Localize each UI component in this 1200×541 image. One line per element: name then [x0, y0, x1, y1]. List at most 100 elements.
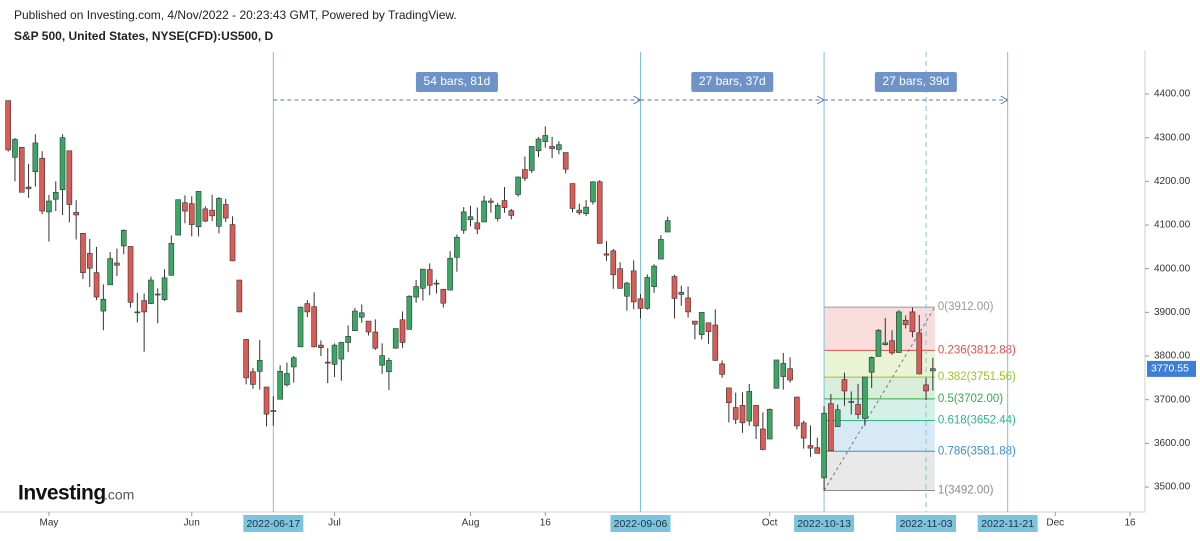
candle-body	[46, 200, 52, 213]
x-tick-label: May	[40, 518, 59, 529]
candle-body	[379, 355, 385, 366]
candle-body	[93, 272, 100, 298]
candle-body	[535, 138, 542, 152]
x-tick-label: Oct	[762, 518, 778, 529]
candle-body	[576, 209, 583, 214]
candle-body	[297, 306, 304, 348]
candle-body	[284, 373, 290, 386]
candle-body	[651, 265, 657, 287]
candle-body	[746, 391, 753, 422]
candle-body	[120, 229, 127, 247]
last-price-label: 3770.55	[1151, 363, 1189, 375]
candle-body	[66, 150, 73, 205]
candle-body	[331, 344, 338, 365]
candle-body	[5, 100, 11, 151]
y-tick-label: 4400.00	[1154, 89, 1191, 100]
candle-body	[658, 239, 664, 260]
candle-body	[188, 203, 195, 225]
candle-body	[828, 403, 834, 452]
candle-body	[304, 303, 311, 313]
candle-body	[426, 269, 433, 286]
range-label: 54 bars, 81d	[424, 74, 491, 88]
candle-body	[528, 146, 535, 171]
candle-body	[909, 311, 916, 332]
candle-body	[814, 447, 821, 454]
candle-body	[345, 336, 351, 343]
candle-body	[562, 152, 569, 170]
candle-body	[698, 312, 705, 335]
candle-body	[222, 204, 229, 219]
candle-body	[454, 236, 460, 258]
candle-body	[107, 258, 113, 286]
x-tick-label: Aug	[462, 518, 480, 529]
candle-body	[923, 384, 929, 392]
candle-body	[447, 257, 453, 291]
candle-body	[685, 297, 691, 313]
date-marker-label: 2022-09-06	[614, 518, 668, 530]
candle-body	[433, 282, 440, 285]
candle-body	[18, 146, 25, 193]
candle-body	[882, 342, 889, 345]
y-tick-label: 4200.00	[1154, 176, 1191, 187]
y-tick-label: 4100.00	[1154, 220, 1191, 231]
candle-body	[488, 200, 494, 203]
candle-body	[277, 371, 283, 400]
y-tick-label: 3900.00	[1154, 307, 1191, 318]
y-tick-label: 3500.00	[1154, 482, 1191, 493]
candle-body	[352, 310, 358, 331]
candle-body	[794, 396, 800, 427]
candle-body	[372, 331, 379, 349]
y-tick-label: 4000.00	[1154, 263, 1191, 274]
x-tick-label: Jul	[328, 518, 341, 529]
date-marker-box	[610, 515, 671, 532]
candle-body	[392, 328, 399, 349]
candle-body	[583, 206, 589, 214]
fib-label: 0(3912.00)	[938, 301, 994, 313]
fib-zone	[824, 398, 935, 421]
candle-body	[358, 312, 365, 318]
candle-body	[86, 253, 93, 269]
candle-body	[726, 387, 732, 404]
candle-body	[773, 359, 780, 389]
candle-body	[413, 286, 419, 298]
range-label-box	[415, 72, 498, 92]
candle-body	[610, 250, 617, 276]
date-marker-label: 2022-11-03	[900, 518, 953, 530]
candle-body	[841, 379, 848, 392]
candle-body	[624, 282, 630, 297]
candle-body	[739, 405, 746, 424]
candle-body	[481, 200, 487, 223]
candle-body	[875, 329, 882, 357]
candle-body	[522, 169, 528, 179]
candle-body	[603, 253, 610, 256]
date-marker-box	[977, 515, 1038, 532]
candle-body	[386, 360, 392, 373]
candle-body	[508, 210, 515, 216]
y-tick-label: 3800.00	[1154, 351, 1191, 362]
candle-body	[168, 243, 175, 276]
candle-body	[134, 311, 141, 314]
candle-body	[32, 142, 39, 173]
fib-label: 0.382(3751.56)	[938, 371, 1016, 383]
candle-body	[399, 319, 406, 343]
candle-body	[549, 146, 555, 149]
candle-body	[236, 279, 243, 313]
candle-body	[644, 277, 651, 309]
range-label: 27 bars, 37d	[699, 74, 766, 88]
candle-body	[406, 295, 413, 330]
y-tick-label: 3600.00	[1154, 438, 1191, 449]
x-tick-label: 16	[1124, 518, 1136, 529]
fib-zone	[824, 451, 935, 491]
date-marker-box	[794, 515, 855, 532]
candle-body	[474, 222, 481, 230]
candle-body	[229, 224, 236, 262]
candle-body	[678, 291, 685, 295]
candle-body	[664, 220, 671, 233]
candle-body	[202, 208, 209, 222]
candle-body	[460, 211, 467, 231]
logo-suffix: .com	[104, 487, 134, 503]
candle-body	[338, 342, 345, 360]
candle-body	[787, 368, 793, 381]
candle-body	[311, 306, 317, 348]
